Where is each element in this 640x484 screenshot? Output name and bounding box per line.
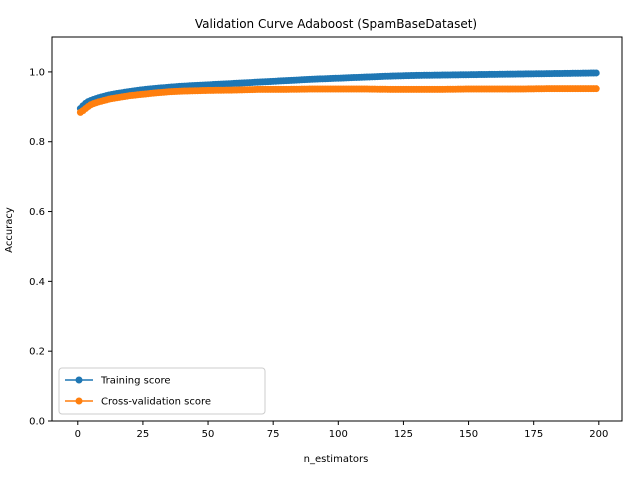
y-tick-label: 0.6: [29, 207, 45, 218]
legend-entry-cross-validation: Cross-validation score: [65, 397, 211, 408]
x-tick-label: 150: [459, 429, 478, 440]
y-tick-label: 0.8: [29, 137, 45, 148]
x-tick-label: 0: [75, 429, 81, 440]
legend-marker: [75, 397, 83, 405]
x-axis-label: n_estimators: [304, 454, 369, 465]
plot-area: 0 25 50 75 100 125 150 175 200 0.0 0.2 0.4 0.6 0.8 1.0: [29, 36, 623, 440]
x-tick-label: 125: [394, 429, 413, 440]
plot-frame: [51, 36, 623, 422]
y-tick-label: 1.0: [29, 67, 45, 78]
x-tick-label: 175: [524, 429, 543, 440]
legend-marker: [75, 376, 83, 384]
legend: Training score Cross-validation score: [58, 367, 266, 415]
y-tick-label: 0.2: [29, 347, 45, 358]
x-tick-label: 75: [267, 429, 280, 440]
legend-entry-training: Training score: [65, 376, 171, 387]
series-cross-validation: [76, 85, 600, 116]
y-tick-label: 0.4: [29, 277, 45, 288]
series-training: [76, 69, 600, 113]
legend-label: Cross-validation score: [101, 397, 211, 408]
x-tick-label: 25: [137, 429, 150, 440]
legend-label: Training score: [100, 376, 171, 387]
data-point: [592, 69, 600, 77]
y-axis-label: Accuracy: [4, 207, 15, 253]
chart-title: Validation Curve Adaboost (SpamBaseDatas…: [195, 17, 477, 31]
data-point: [592, 85, 600, 93]
x-tick-label: 200: [589, 429, 608, 440]
y-tick-label: 0.0: [29, 417, 45, 428]
legend-box: [58, 367, 266, 415]
x-tick-label: 100: [329, 429, 348, 440]
x-tick-label: 50: [202, 429, 215, 440]
